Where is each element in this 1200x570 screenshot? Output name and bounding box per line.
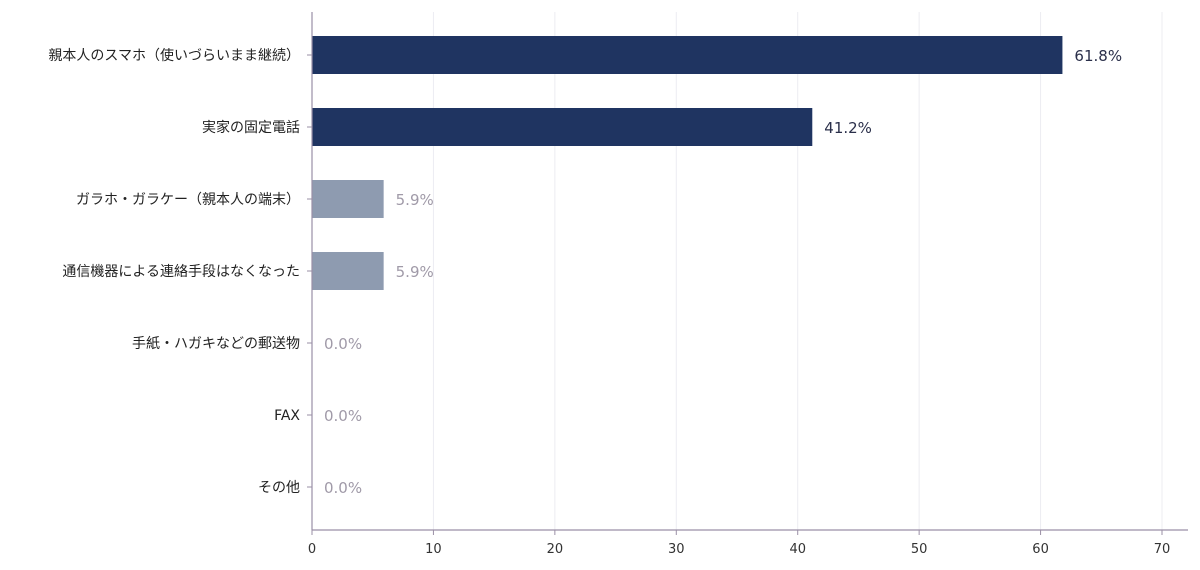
bars: [312, 36, 1063, 290]
x-tick-label: 60: [1032, 542, 1049, 557]
category-label: 手紙・ハガキなどの郵送物: [132, 336, 300, 352]
category-label: 通信機器による連絡手段はなくなった: [62, 264, 300, 280]
x-tick-label: 50: [911, 542, 928, 557]
category-label: 実家の固定電話: [202, 119, 300, 136]
data-label: 5.9%: [396, 191, 434, 209]
bar: [312, 252, 384, 290]
x-tick-label: 70: [1154, 542, 1171, 557]
labels: 0 10 20 30 40 50 60 70 親本人のスマホ（使いづらいまま継続） 61.8% 実家…: [48, 47, 1170, 557]
x-tick-label: 10: [425, 542, 442, 557]
bar: [312, 108, 813, 146]
data-label: 0.0%: [324, 407, 362, 425]
data-label: 41.2%: [824, 119, 872, 137]
category-label: 親本人のスマホ（使いづらいまま継続）: [48, 47, 300, 64]
x-tick-label: 30: [668, 542, 685, 557]
category-label: その他: [258, 480, 300, 496]
bar: [312, 180, 384, 218]
gridlines: [432, 12, 1163, 530]
x-tick-label: 40: [789, 542, 806, 557]
category-label: ガラホ・ガラケー（親本人の端末）: [76, 192, 300, 208]
bar: [312, 36, 1063, 74]
axes: [307, 12, 1188, 535]
data-label: 0.0%: [324, 335, 362, 353]
category-label: FAX: [274, 408, 300, 424]
x-tick-label: 0: [308, 542, 316, 557]
data-label: 61.8%: [1074, 47, 1122, 65]
x-tick-label: 20: [547, 542, 564, 557]
data-label: 5.9%: [396, 263, 434, 281]
data-label: 0.0%: [324, 479, 362, 497]
